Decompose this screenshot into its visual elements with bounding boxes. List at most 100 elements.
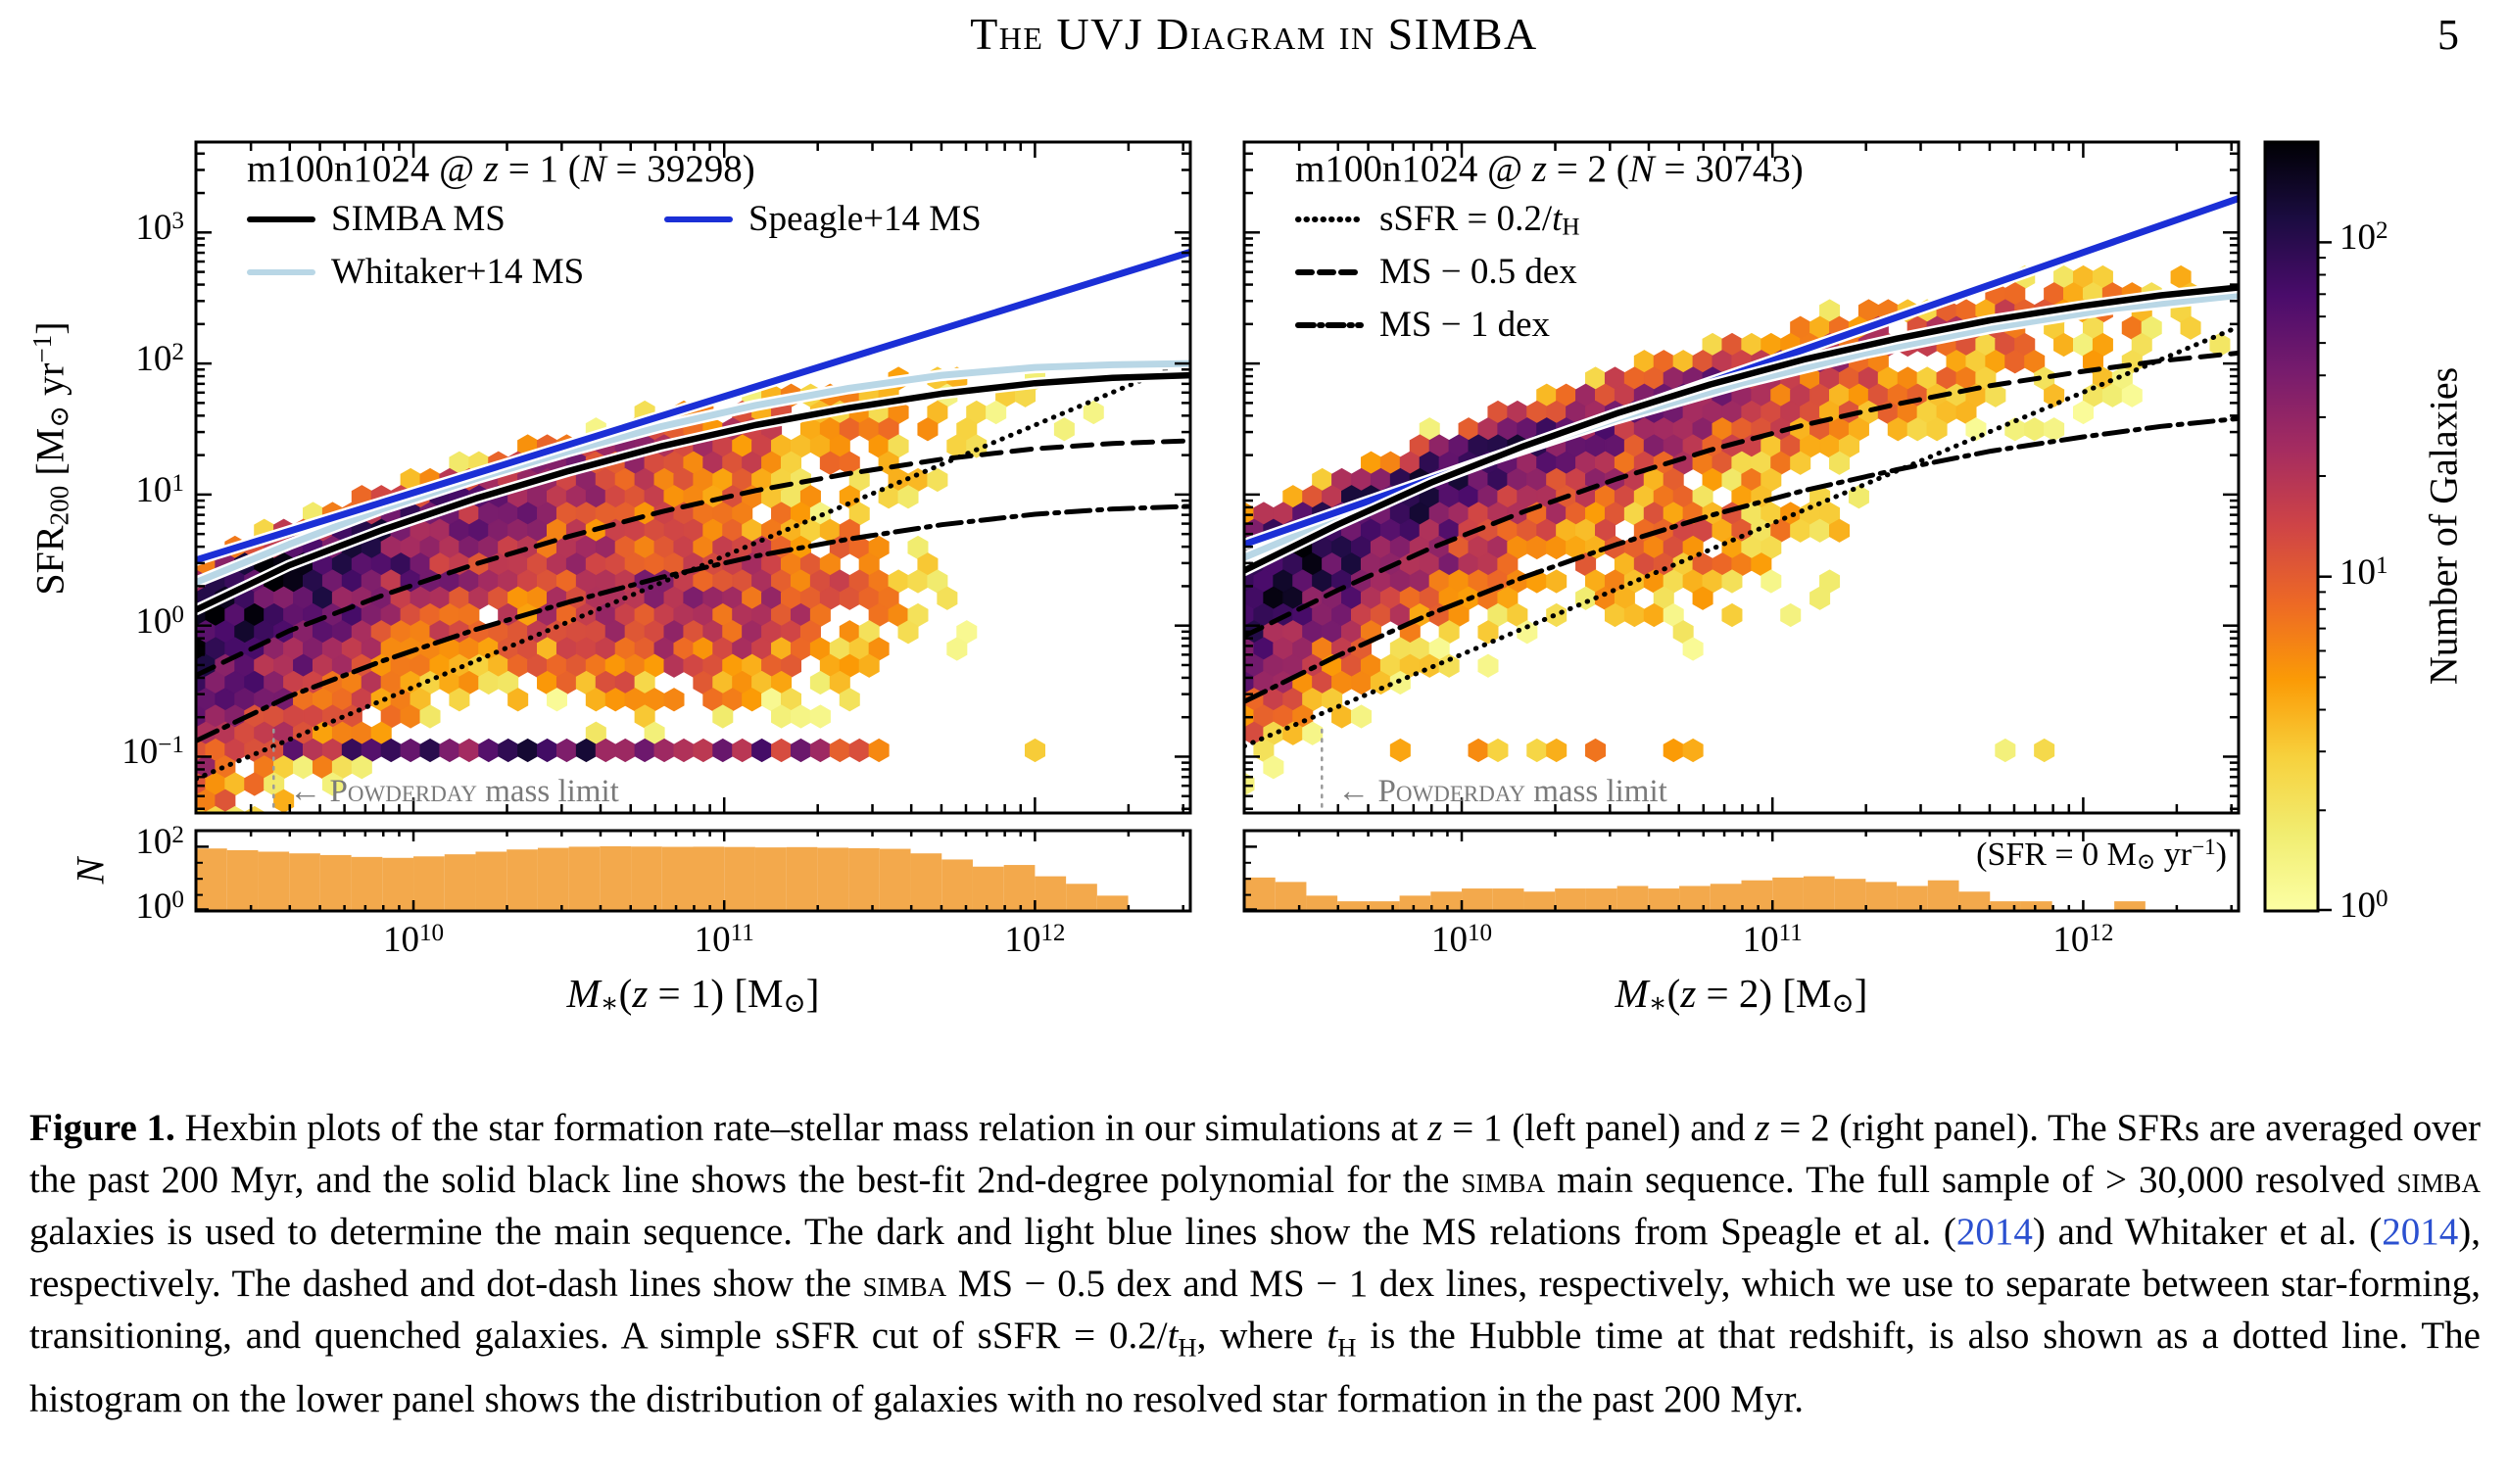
text-segment: N xyxy=(580,148,606,190)
legend-label: SIMBA MS xyxy=(331,198,506,240)
legend-label: MS − 0.5 dex xyxy=(1379,251,1577,293)
caption-segment: z xyxy=(1427,1107,1443,1149)
legend-line-sample xyxy=(247,215,315,222)
text-segment: ( xyxy=(1666,971,1681,1016)
z1-simba-ms xyxy=(196,371,1190,613)
z1-hist-bar xyxy=(537,847,569,911)
z1-hist-bar xyxy=(1066,884,1097,911)
caption-segment: Hexbin plots of the star formation rate–… xyxy=(174,1107,1428,1149)
z1-panel-title: m100n1024 @ z = 1 (N = 39298) xyxy=(247,147,755,191)
z2-ssfr-cut-dotted xyxy=(1244,324,2239,749)
z1-relation-lines xyxy=(196,246,1190,782)
caption-segment: MS − 0.5 dex and MS − 1 dex lines, respe… xyxy=(29,1263,2481,1357)
caption-segment: z xyxy=(1755,1107,1770,1149)
z2-legend-item: MS − 0.5 dex xyxy=(1295,251,1577,293)
y-axis-label: SFR200 [M⊙ yr−1] xyxy=(27,321,75,595)
z2-hist-bar xyxy=(1710,884,1742,911)
text-segment: mass limit xyxy=(476,774,619,809)
z1-hist-bar xyxy=(724,846,755,911)
text-segment: M xyxy=(1615,971,1649,1016)
legend-line-sample xyxy=(1295,268,1364,275)
colorbar xyxy=(2263,140,2320,913)
z2-simba-ms xyxy=(1244,284,2239,574)
y-tick-label: 10−1 xyxy=(121,732,184,773)
y-tick-label: 101 xyxy=(135,469,184,510)
caption-segment: t xyxy=(1167,1315,1179,1357)
z2-hist-bar xyxy=(1492,888,1524,911)
caption-segment: simba xyxy=(1461,1159,1546,1201)
text-segment: ∗ xyxy=(1648,988,1667,1020)
caption-segment: t xyxy=(1326,1315,1338,1357)
caption-segment: Figure 1. xyxy=(29,1107,175,1149)
z1-axes xyxy=(194,140,1192,815)
legend-line-sample xyxy=(1295,216,1364,223)
citation-link[interactable]: 2014 xyxy=(2382,1211,2459,1253)
z1-legend-item: Speagle+14 MS xyxy=(664,198,982,240)
caption-segment: , where xyxy=(1196,1315,1327,1357)
legend-label: Speagle+14 MS xyxy=(748,198,982,240)
caption-segment: main sequence. The full sample of > 30,0… xyxy=(1545,1159,2397,1201)
z2-hist-bar xyxy=(1399,895,1431,911)
z2-hist-bar xyxy=(1462,888,1493,911)
z2-hist-bar xyxy=(1275,882,1307,911)
z2-hist-bar xyxy=(1803,876,1835,911)
text-segment: MS − 1 dex xyxy=(1379,305,1551,345)
z1-plot-area xyxy=(196,246,1190,813)
z1-ms-minus-1-dex xyxy=(196,503,1190,743)
hist-tick-label: 102 xyxy=(135,822,184,863)
z1-hist-bar xyxy=(444,854,476,911)
z1-hist-bar xyxy=(506,849,538,911)
z2-hist-bar xyxy=(1834,879,1866,911)
text-segment: −1 xyxy=(2192,835,2216,860)
caption-segment: is the Hubble time at that redshift, is … xyxy=(29,1315,2481,1421)
text-segment: = 39298) xyxy=(605,148,755,190)
text-segment: ∗ xyxy=(600,988,619,1020)
caption-segment: ) and Whitaker et al. ( xyxy=(2032,1211,2383,1253)
text-segment: yr xyxy=(2155,836,2193,873)
text-segment: z xyxy=(1531,148,1547,190)
z2-relation-lines xyxy=(1244,192,2239,749)
z2-hist-bar xyxy=(1772,877,1804,911)
z2-legend-item: MS − 1 dex xyxy=(1295,304,1550,346)
z1-hist-bar xyxy=(226,849,259,911)
text-segment: Powderday xyxy=(329,774,477,809)
z1-hist-bar xyxy=(258,851,290,911)
text-segment: = 2 ( xyxy=(1546,148,1629,190)
z2-axes xyxy=(1242,140,2241,815)
colorbar-tick-label: 100 xyxy=(2339,885,2388,926)
z1-hist-bar xyxy=(972,866,1004,911)
z1-hist-bar xyxy=(910,853,942,911)
z2-hist-bar xyxy=(1897,886,1928,911)
z1-hist-bar xyxy=(848,847,880,911)
text-segment: mass limit xyxy=(1524,774,1667,809)
x-tick-label: 1011 xyxy=(1742,919,1803,960)
figure-svg xyxy=(194,140,2332,913)
z2-hist-bar xyxy=(1616,886,1649,911)
page-number: 5 xyxy=(2437,11,2459,59)
citation-link[interactable]: 2014 xyxy=(1955,1211,2033,1253)
z1-ms-minus-0.5-dex xyxy=(196,438,1190,678)
z1-hist-bar xyxy=(941,859,973,911)
z1-hist-bar xyxy=(382,857,414,911)
z1-hist-bar xyxy=(319,854,352,911)
caption-segment: H xyxy=(1178,1332,1197,1363)
colorbar-ticks xyxy=(2318,241,2332,912)
caption-segment: H xyxy=(1337,1332,1357,1363)
z2-hist-bar xyxy=(1555,888,1586,911)
text-segment: Powderday xyxy=(1377,774,1525,809)
z1-hist-bar xyxy=(568,846,601,911)
text-segment: (SFR = 0 M xyxy=(1976,836,2137,873)
z2-hist-bar xyxy=(1337,901,1369,911)
z2-hist-bar xyxy=(1927,880,1959,911)
z1-hist-bar xyxy=(600,845,632,911)
text-segment: ⊙ xyxy=(1831,988,1855,1020)
z1-whitaker-ms xyxy=(196,359,1190,586)
z2-hist-bar xyxy=(1585,888,1617,911)
colorbar-tick-label: 102 xyxy=(2339,217,2388,259)
z1-speagle-ms xyxy=(196,248,1190,564)
hist-y-axis-label: N xyxy=(68,857,113,885)
text-segment: Whitaker+14 MS xyxy=(331,252,585,292)
z2-hist-bar xyxy=(1958,891,1991,911)
z2-hist-bar xyxy=(2020,901,2052,911)
